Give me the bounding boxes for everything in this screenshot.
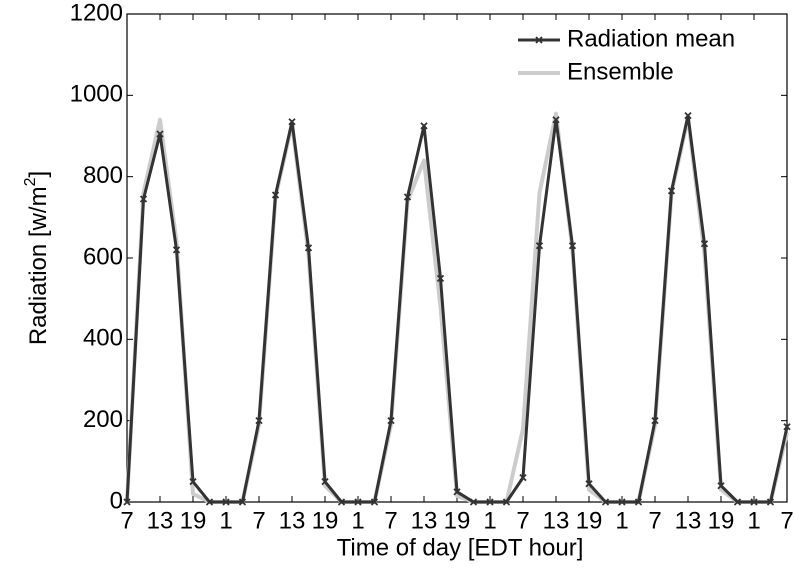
marker [370,498,379,506]
x-tick-label: 19 [312,507,339,534]
marker [321,478,329,486]
x-tick-label: 7 [252,507,265,534]
marker [552,116,560,124]
marker [486,498,494,506]
legend-label: Radiation mean [567,25,735,52]
marker [403,193,412,201]
y-tick-label: 600 [83,243,123,270]
marker [568,242,577,250]
marker [337,498,346,506]
marker [205,498,214,506]
x-tick-label: 13 [543,507,570,534]
x-tick-label: 19 [576,507,603,534]
marker [123,498,131,506]
marker [667,187,676,195]
marker [255,417,263,425]
marker [156,130,164,138]
y-label-sup: 2 [22,177,39,186]
marker [304,244,313,252]
marker [519,473,527,482]
x-tick-label: 19 [708,507,735,534]
marker [238,498,247,506]
marker [717,482,725,490]
marker [750,498,758,506]
marker [189,478,197,486]
marker [453,488,461,496]
x-tick-label: 13 [279,507,306,534]
x-tick-label: 1 [351,507,364,534]
y-label-end: ] [25,171,52,178]
marker [618,498,626,506]
x-tick-label: 1 [219,507,232,534]
x-tick-label: 7 [384,507,397,534]
x-tick-label: 13 [675,507,702,534]
marker [420,122,428,130]
y-tick-label: 1000 [70,81,123,108]
x-tick-label: 1 [747,507,760,534]
x-tick-label: 19 [180,507,207,534]
marker [634,498,643,506]
x-tick-label: 19 [444,507,471,534]
marker [651,417,659,425]
y-tick-label: 400 [83,325,123,352]
y-tick-label: 1200 [70,0,123,26]
x-tick-label: 7 [516,507,529,534]
marker [700,240,709,248]
x-axis-label: Time of day [EDT hour] [337,534,584,561]
marker [222,498,230,506]
x-tick-label: 1 [615,507,628,534]
marker [502,498,511,506]
x-tick-label: 7 [648,507,661,534]
y-tick-label: 800 [83,162,123,189]
marker [172,246,181,254]
y-label-text: Radiation [w/m [25,186,52,345]
series-line [125,111,789,504]
marker [766,498,775,506]
marker [684,112,692,120]
marker [288,118,296,126]
marker [783,423,791,431]
x-tick-label: 1 [483,507,496,534]
marker [535,242,544,250]
marker [354,498,362,506]
marker [469,498,478,506]
x-tick-label: 13 [147,507,174,534]
marker [271,191,280,199]
marker [585,480,593,488]
marker [387,417,395,425]
marker [436,274,445,282]
y-tick-label: 200 [83,406,123,433]
x-tick-label: 13 [411,507,438,534]
marker [139,195,148,203]
y-axis-label: Radiation [w/m2] [22,171,52,345]
legend-marker [535,36,543,44]
x-tick-label: 7 [780,507,793,534]
legend-label: Ensemble [567,58,674,85]
y-tick-label: 0 [110,487,123,514]
x-tick-label: 7 [120,507,133,534]
marker [601,498,610,506]
marker [733,498,742,506]
series-line [125,114,789,504]
plot-frame [126,13,788,503]
